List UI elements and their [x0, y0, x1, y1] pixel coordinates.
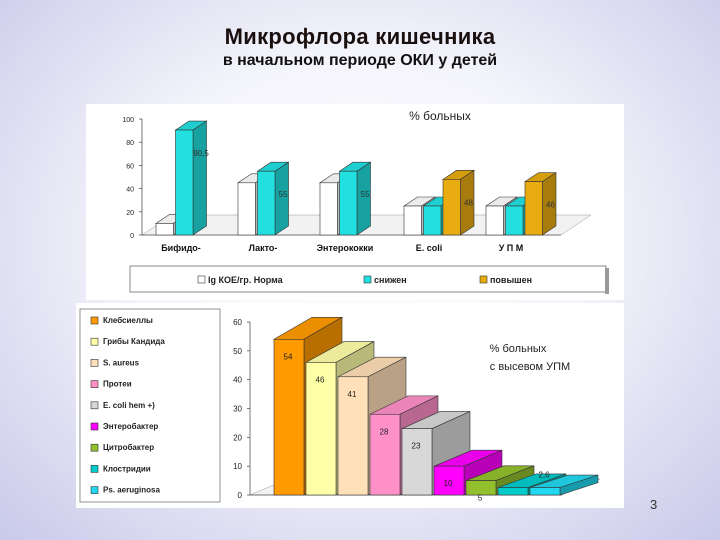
- chart-bottom-y-tick-label: 30: [233, 405, 242, 414]
- page-title: Микрофлора кишечника: [224, 24, 496, 49]
- chart-top-category-label: E. coli: [416, 243, 443, 253]
- chart-panel-bottom: 0 10 20 30 40 50 60 54 46 41 28 23 10 5 2,6 % больных с …: [76, 303, 624, 508]
- chart-bottom-legend-swatch: [90, 422, 99, 431]
- chart-bottom-legend-box: [79, 308, 221, 503]
- chart-bottom-y-tick-label: 40: [233, 376, 242, 385]
- chart-top-bar-front: [319, 182, 338, 236]
- chart-bottom-legend-label: Протеи: [103, 380, 132, 389]
- chart-bottom-legend-swatch: [90, 359, 99, 367]
- chart-bottom-legend-label: E. coli hem +): [103, 401, 155, 410]
- chart-bottom-legend-swatch: [90, 337, 99, 346]
- chart-bottom-data-label: 10: [444, 479, 453, 488]
- chart-top-bar-front: [423, 205, 442, 236]
- chart-top-y-tick-label: 40: [126, 187, 134, 194]
- chart-top-bar: [442, 169, 475, 236]
- chart-bottom-legend-label: S. aureus: [103, 358, 140, 367]
- chart-top-bar-front: [524, 181, 543, 236]
- chart-bottom-legend-label: Клостридии: [103, 464, 151, 473]
- chart-top-y-tick-label: 80: [126, 140, 134, 147]
- chart-bottom-bar-front: [465, 480, 497, 496]
- chart-top-y-tick-label: 0: [130, 233, 134, 240]
- chart-bottom-bar-front: [337, 376, 369, 496]
- chart-bottom-legend-swatch: [90, 486, 99, 494]
- chart-top-legend-swatch: [363, 275, 372, 284]
- chart-bottom-y-tick-label: 0: [238, 491, 243, 500]
- chart-top-category-label: Энтерококки: [317, 243, 374, 253]
- chart-bottom: 0 10 20 30 40 50 60 54 46 41 28 23 10 5 2,6 % больных с …: [79, 308, 601, 503]
- chart-bottom-legend-swatch: [90, 316, 99, 325]
- chart-top-legend-swatch: [479, 275, 488, 284]
- chart-top-data-label: 46: [546, 201, 555, 210]
- chart-top-bar: [524, 172, 557, 236]
- chart-bottom-y-tick-label: 50: [233, 347, 242, 356]
- chart-bottom-legend-label: Грибы Кандида: [103, 337, 165, 346]
- chart-top-bar-front: [175, 129, 194, 236]
- chart-bottom-data-label: 5: [478, 494, 483, 503]
- chart-bottom-bar-front: [433, 465, 465, 496]
- chart-bottom-data-label: 2,6: [538, 471, 550, 480]
- chart-bottom-bar-front: [497, 487, 529, 496]
- chart-bottom-legend-swatch: [90, 465, 99, 473]
- page-subtitle: в начальном периоде ОКИ у детей: [222, 52, 498, 69]
- chart-bottom-bar-front: [529, 487, 561, 496]
- chart-top-legend-shadow: [605, 268, 609, 294]
- chart-top-bar: [256, 161, 290, 236]
- chart-top-bar-front: [403, 205, 422, 236]
- chart-bottom-bar: [529, 474, 599, 496]
- chart-top-legend-label: повышен: [490, 275, 532, 285]
- chart-top-category-label: У П М: [499, 243, 524, 253]
- chart-bottom-data-label: 54: [284, 352, 293, 361]
- chart-bottom-legend-label: Ps. aeruginosa: [103, 486, 160, 495]
- chart-bottom-bar-front: [273, 338, 305, 496]
- chart-top-bar-front: [442, 179, 461, 236]
- chart-bottom-legend-swatch: [90, 401, 99, 410]
- chart-top-bar-front: [485, 205, 504, 236]
- chart-bottom-legend-label: Клебсиеллы: [103, 316, 153, 325]
- chart-top-category-label: Лакто-: [249, 243, 278, 253]
- chart-top-legend-label: lg КОЕ/гр. Норма: [208, 275, 284, 285]
- chart-top-category-label: Бифидо-: [161, 243, 201, 253]
- chart-top-y-tick-label: 100: [122, 117, 134, 124]
- chart-bottom-data-label: 46: [316, 375, 325, 384]
- chart-bottom-legend-label: Энтеробактер: [103, 422, 158, 431]
- chart-top-data-label: 48: [464, 198, 473, 207]
- chart-top-bar-front: [505, 205, 524, 236]
- chart-top-bar: [338, 161, 372, 236]
- chart-bottom-title: с высевом УПМ: [490, 361, 570, 373]
- chart-top: 0 20 40 60 80 100 Бифидо- 90,5 Лакто- 55 Энтерокок…: [122, 109, 609, 294]
- chart-top-bar-front: [257, 170, 276, 236]
- chart-bottom-data-label: 41: [348, 390, 357, 399]
- chart-bottom-data-label: 28: [380, 427, 389, 436]
- chart-top-data-label: 55: [279, 190, 288, 199]
- chart-top-y-tick-label: 20: [126, 210, 134, 217]
- chart-bottom-bar-front: [401, 428, 433, 496]
- chart-bottom-y-tick-label: 10: [233, 462, 242, 471]
- chart-top-bar-front: [155, 223, 174, 236]
- chart-bottom-y-tick-label: 20: [233, 433, 242, 442]
- chart-bottom-title: % больных: [490, 343, 547, 355]
- chart-bottom-legend-label: Цитробактер: [103, 443, 154, 452]
- chart-bottom-legend-swatch: [90, 380, 99, 388]
- chart-top-title: % больных: [409, 109, 471, 123]
- chart-top-y-tick-label: 60: [126, 163, 134, 170]
- chart-top-data-label: 55: [361, 190, 370, 199]
- chart-top-data-label: 90,5: [193, 149, 209, 158]
- chart-top-legend-label: снижен: [374, 275, 407, 285]
- chart-bottom-bar-front: [369, 413, 401, 496]
- chart-panel-top: 0 20 40 60 80 100 Бифидо- 90,5 Лакто- 55 Энтерокок…: [86, 104, 624, 300]
- chart-top-bar-front: [237, 182, 256, 236]
- chart-top-legend-swatch: [197, 275, 206, 284]
- chart-bottom-legend-swatch: [90, 443, 99, 452]
- page-number: 3: [650, 497, 658, 512]
- chart-bottom-data-label: 23: [412, 442, 421, 451]
- chart-bottom-y-tick-label: 60: [233, 318, 242, 327]
- chart-top-bar: [174, 120, 208, 236]
- chart-top-bar-front: [339, 170, 358, 236]
- chart-bottom-bar-front: [305, 362, 337, 496]
- chart-top-bar-side: [192, 120, 207, 236]
